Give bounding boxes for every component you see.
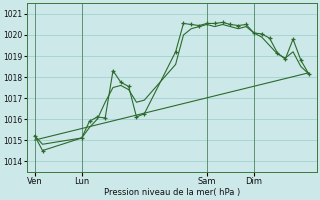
X-axis label: Pression niveau de la mer( hPa ): Pression niveau de la mer( hPa ) xyxy=(104,188,240,197)
